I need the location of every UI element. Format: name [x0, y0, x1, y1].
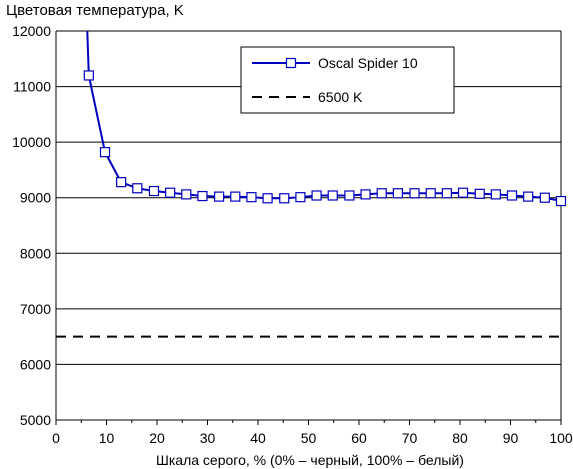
x-tick-label: 10: [99, 430, 115, 446]
x-tick-label: 60: [351, 430, 367, 446]
x-tick-label: 90: [503, 430, 519, 446]
data-point: [132, 183, 143, 194]
data-point: [457, 187, 469, 198]
x-tick-label: 50: [301, 430, 317, 446]
x-tick-label: 80: [452, 430, 468, 446]
data-point: [409, 188, 420, 199]
data-point: [197, 190, 208, 202]
data-point: [474, 188, 485, 199]
data-point: [392, 188, 403, 199]
data-point: [376, 188, 387, 199]
data-point: [344, 190, 355, 201]
x-tick-label: 30: [200, 430, 216, 446]
x-tick-label: 20: [149, 430, 165, 446]
legend-swatch-marker-series-1: [285, 57, 297, 69]
data-point: [506, 190, 518, 201]
x-axis-label: Шкала серого, % (0% – черный, 100% – бел…: [156, 452, 464, 468]
chart-title: Цветовая температура, K: [6, 2, 184, 19]
y-tick-label: 5000: [20, 412, 51, 428]
y-tick-label: 8000: [20, 245, 51, 261]
data-point: [262, 193, 273, 204]
data-point: [523, 191, 534, 202]
axes: [55, 31, 562, 425]
data-point: [311, 190, 322, 201]
data-point: [555, 195, 567, 207]
data-point: [539, 192, 550, 203]
data-point: [327, 190, 338, 201]
legend: Oscal Spider 10 6500 K: [240, 46, 455, 114]
y-tick-label: 12000: [12, 23, 51, 39]
series-layer: [56, 30, 567, 338]
legend-label-series-2: 6500 K: [318, 89, 363, 105]
x-tick-label: 100: [549, 430, 573, 446]
data-point: [490, 189, 501, 200]
x-tick-label: 70: [402, 430, 418, 446]
legend-box: [240, 46, 455, 114]
y-tick-label: 7000: [20, 301, 51, 317]
grid-lines: [56, 30, 561, 421]
x-tick-label: 0: [52, 430, 60, 446]
data-point: [441, 188, 452, 199]
data-point: [246, 192, 257, 203]
data-point: [425, 188, 436, 199]
data-point: [83, 70, 94, 81]
data-point: [116, 177, 127, 188]
data-point: [165, 187, 176, 198]
y-tick-labels: 5000 6000 7000 8000 9000 10000 11000 12000: [12, 23, 51, 428]
y-tick-label: 6000: [20, 356, 51, 372]
x-tick-label: 40: [250, 430, 266, 446]
y-tick-label: 11000: [13, 79, 51, 95]
data-point: [181, 189, 192, 200]
data-point: [214, 191, 225, 202]
data-point: [230, 191, 241, 202]
x-tick-labels: 0 10 20 30 40 50 60 70 80 90 100: [52, 430, 573, 446]
y-tick-label: 10000: [12, 134, 51, 150]
legend-label-series-1: Oscal Spider 10: [318, 55, 418, 71]
y-tick-label: 9000: [20, 190, 51, 206]
data-point: [279, 193, 290, 204]
data-point: [295, 192, 306, 203]
data-point: [360, 189, 371, 200]
data-point: [99, 147, 111, 158]
data-point: [148, 185, 160, 197]
